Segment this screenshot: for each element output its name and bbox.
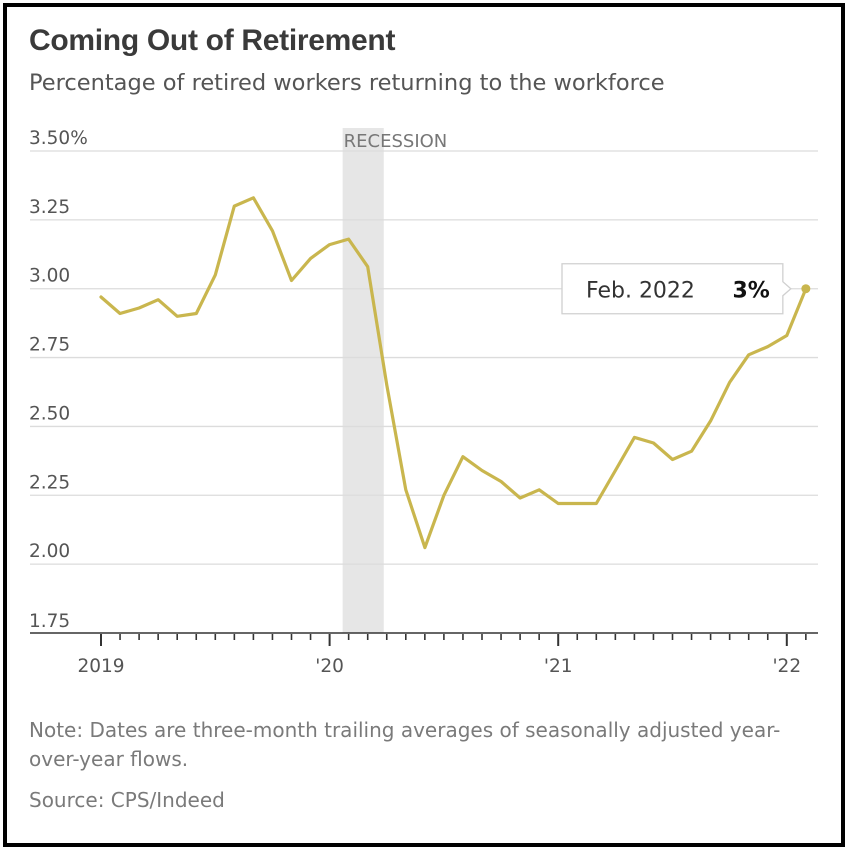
y-tick-label: 2.75 — [29, 335, 70, 356]
y-tick-label: 3.00 — [29, 266, 70, 287]
x-axis: 2019 '20 '21 '22 — [30, 632, 818, 677]
x-tick-label: 2019 — [77, 656, 124, 677]
y-axis-labels: 3.50% 3.25 3.00 2.75 2.50 2.25 2.00 1.75 — [29, 128, 88, 632]
x-tick-label: '20 — [315, 656, 344, 677]
y-tick-label: 3.50% — [29, 128, 88, 149]
series-line — [99, 196, 808, 550]
recession-band — [342, 128, 384, 633]
chart-note: Note: Dates are three-month trailing ave… — [29, 718, 781, 771]
recession-label: RECESSION — [344, 131, 448, 152]
y-tick-label: 3.25 — [29, 197, 70, 218]
x-tick-label: '22 — [772, 656, 801, 677]
y-tick-label: 2.00 — [29, 541, 70, 562]
y-tick-label: 2.50 — [29, 403, 70, 424]
chart-subtitle: Percentage of retired workers returning … — [29, 70, 665, 96]
chart-source: Source: CPS/Indeed — [29, 788, 225, 812]
series-layer — [99, 196, 811, 550]
recession-layer: RECESSION — [342, 128, 448, 633]
callout: Feb. 2022 3% — [561, 263, 792, 315]
x-tick-label: '21 — [544, 656, 573, 677]
y-tick-label: 2.25 — [29, 472, 70, 493]
last-point-marker — [801, 284, 811, 294]
callout-value: 3% — [732, 279, 769, 304]
gridlines — [30, 150, 818, 565]
callout-date: Feb. 2022 — [586, 279, 695, 304]
callout-box — [561, 263, 792, 315]
y-tick-label: 1.75 — [29, 611, 70, 632]
chart-title: Coming Out of Retirement — [29, 24, 396, 57]
chart-frame — [3, 3, 845, 847]
